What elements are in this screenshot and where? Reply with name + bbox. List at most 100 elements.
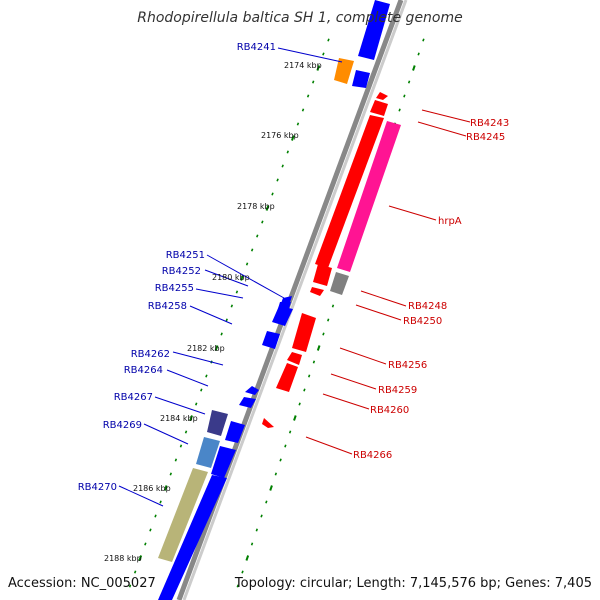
scale-label: 2174 kbp (284, 61, 322, 70)
scale-tick (288, 430, 292, 434)
scale-tick (312, 80, 315, 84)
gene-label-rb4255[interactable]: RB4255 (155, 283, 194, 294)
gene-bar-forward-top[interactable] (358, 0, 390, 60)
scale-tick (296, 122, 300, 126)
gene-arrow-rb4248[interactable] (313, 264, 332, 286)
scale-tick (245, 262, 249, 266)
scale-tick (184, 430, 188, 434)
scale-tick (298, 402, 301, 406)
gene-label-rb4250[interactable]: RB4250 (403, 316, 442, 327)
gene-label-rb4270[interactable]: RB4270 (78, 482, 117, 493)
scale-tick (133, 570, 137, 574)
gene-arrow-rb4262[interactable] (245, 386, 259, 395)
gene-bar-rb4270[interactable] (158, 468, 208, 562)
gene-label-rb4269[interactable]: RB4269 (103, 420, 142, 431)
gene-arrow-rb4255[interactable] (272, 306, 293, 326)
gene-label-hrpA[interactable]: hrpA (438, 216, 462, 227)
scale-tick (240, 275, 244, 281)
backbone-shadow (182, 0, 408, 600)
scale-tick (301, 108, 305, 112)
scale-tick (179, 444, 183, 448)
gene-label-rb4259[interactable]: RB4259 (378, 385, 417, 396)
scale-tick (250, 542, 254, 546)
scale-tick (189, 415, 193, 421)
gene-label-rb4248[interactable]: RB4248 (408, 301, 447, 312)
gene-arrow-rb4266[interactable] (262, 418, 274, 428)
map-title: Rhodopirellula baltica SH 1, complete ge… (137, 10, 463, 26)
scale-tick (128, 584, 132, 588)
scale-tick (245, 555, 250, 561)
left-gene-labels: RB4241 RB4251 RB4252 RB4255 RB4258 RB426… (78, 42, 276, 493)
scale-tick (154, 514, 157, 518)
reverse-strand-track (262, 92, 401, 428)
scale-tick (331, 304, 335, 308)
scale-tick (241, 570, 244, 574)
scale-tick (169, 472, 172, 476)
gene-arrow-rb4267b[interactable] (225, 421, 245, 443)
scale-label: 2188 kbp (104, 554, 142, 563)
scale-tick (255, 528, 258, 532)
scale-tick (261, 220, 264, 224)
gene-label-rb4260[interactable]: RB4260 (370, 405, 409, 416)
gene-label-rb4243[interactable]: RB4243 (470, 118, 509, 129)
gene-arrow-forward[interactable] (352, 70, 370, 88)
gene-arrow-rb4243[interactable] (370, 100, 388, 116)
gene-arrow-reverse-top[interactable] (376, 92, 388, 100)
scale-tick (271, 192, 274, 196)
scale-tick (163, 485, 168, 491)
scale-tick (276, 178, 279, 182)
gene-arrow-rb4256[interactable] (292, 313, 316, 352)
scale-tick (303, 388, 306, 392)
tick-tracks (128, 38, 425, 588)
gene-bar-hrpA[interactable] (337, 121, 401, 272)
scale-tick (205, 374, 208, 378)
scale-tick (174, 458, 178, 462)
gene-arrow-rb4250b[interactable] (310, 287, 324, 296)
gene-label-rb4258[interactable]: RB4258 (148, 301, 187, 312)
scale-label: 2184 kbp (160, 414, 198, 423)
gene-bar-rb4250[interactable] (330, 272, 349, 295)
gene-arrow-rb4260[interactable] (276, 363, 298, 392)
scale-tick (144, 542, 147, 546)
scale-tick (327, 38, 330, 42)
scale-label: 2182 kbp (187, 344, 225, 353)
gene-bar-forward-bottom[interactable] (158, 475, 227, 600)
gene-label-rb4262[interactable]: RB4262 (131, 349, 170, 360)
gene-label-rb4256[interactable]: RB4256 (388, 360, 427, 371)
gene-label-rb4264[interactable]: RB4264 (124, 365, 163, 376)
gene-label-rb4251[interactable]: RB4251 (166, 250, 205, 261)
gene-bar-rb4245[interactable] (315, 115, 384, 268)
gene-label-rb4245[interactable]: RB4245 (466, 132, 505, 143)
scale-label: 2180 kbp (212, 273, 250, 282)
gene-arrow-rb4258[interactable] (262, 331, 280, 349)
accession-text: Accession: NC_005027 (8, 576, 156, 591)
gene-label-rb4267[interactable]: RB4267 (114, 392, 153, 403)
scale-labels: 2174 kbp 2176 kbp 2178 kbp 2180 kbp 2182… (104, 61, 322, 563)
gene-bar-rb4267[interactable] (207, 410, 228, 436)
scale-tick (236, 584, 239, 588)
gene-label-rb4266[interactable]: RB4266 (353, 450, 392, 461)
scale-tick (312, 360, 316, 364)
gene-label-rb4252[interactable]: RB4252 (162, 266, 201, 277)
gene-arrow-rb4241[interactable] (334, 58, 354, 84)
scale-tick (316, 345, 321, 351)
scale-tick (306, 94, 310, 98)
scale-tick (417, 52, 420, 56)
gene-bar-rb4269[interactable] (196, 437, 220, 468)
scale-label: 2176 kbp (261, 131, 299, 140)
scale-tick (322, 52, 325, 56)
gene-arrow-rb4269b[interactable] (211, 446, 236, 478)
gene-arrow-rb4259[interactable] (287, 352, 302, 365)
gene-arrow-rb4264[interactable] (239, 397, 256, 408)
right-gene-labels: RB4243 RB4245 hrpA RB4248 RB4250 RB4256 … (353, 118, 509, 461)
scale-tick (322, 332, 325, 336)
scale-tick (225, 318, 228, 322)
scale-tick (422, 38, 425, 42)
scale-tick (327, 318, 330, 322)
scale-tick (398, 108, 401, 112)
scale-tick (412, 65, 416, 71)
scale-tick (195, 402, 198, 406)
scale-label: 2186 kbp (133, 484, 171, 493)
gene-label-rb4241[interactable]: RB4241 (237, 42, 276, 53)
